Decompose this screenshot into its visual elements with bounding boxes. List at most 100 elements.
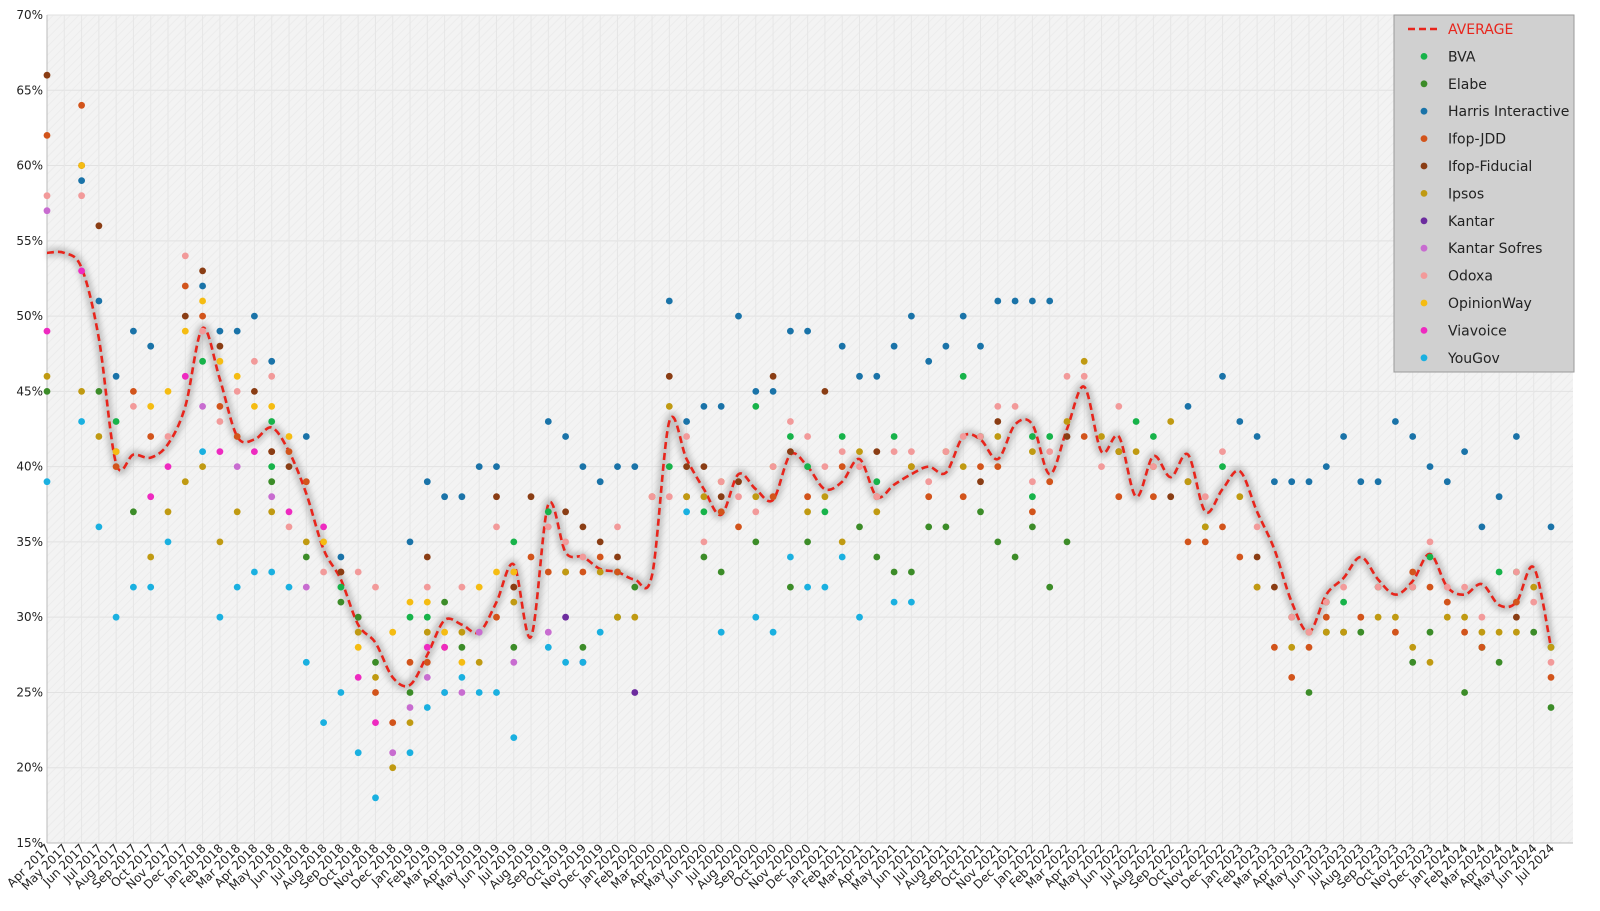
poll-point xyxy=(372,719,379,726)
poll-point xyxy=(1547,658,1555,666)
poll-point xyxy=(1409,658,1417,666)
poll-point xyxy=(735,312,742,320)
poll-point xyxy=(1271,478,1278,486)
poll-point xyxy=(1132,448,1140,455)
poll-point xyxy=(1011,297,1019,305)
poll-point xyxy=(43,478,51,486)
poll-point xyxy=(614,463,621,470)
poll-point xyxy=(1253,583,1261,591)
poll-point xyxy=(752,403,760,410)
poll-point xyxy=(510,734,518,741)
poll-points xyxy=(43,71,1555,802)
poll-point xyxy=(268,372,276,380)
y-tick-label: 35% xyxy=(16,535,43,549)
poll-point xyxy=(268,478,276,486)
poll-point xyxy=(1184,538,1192,546)
poll-point xyxy=(389,749,397,757)
poll-point xyxy=(302,658,310,666)
poll-point xyxy=(1288,643,1296,651)
poll-point xyxy=(475,628,483,636)
poll-point xyxy=(856,523,863,531)
poll-point xyxy=(1443,478,1451,486)
poll-point xyxy=(181,478,189,486)
poll-point xyxy=(562,658,569,666)
poll-point xyxy=(1322,613,1330,621)
poll-point xyxy=(631,463,639,470)
poll-point xyxy=(372,583,379,591)
poll-point xyxy=(717,568,725,576)
poll-point xyxy=(544,523,552,531)
poll-point xyxy=(1426,628,1434,636)
poll-point xyxy=(1426,463,1434,470)
poll-point xyxy=(1046,448,1054,455)
poll-point xyxy=(821,388,829,395)
poll-point xyxy=(199,403,207,410)
poll-point xyxy=(354,749,362,757)
poll-point xyxy=(838,448,846,455)
poll-point xyxy=(130,403,137,410)
poll-point xyxy=(752,538,760,546)
poll-point xyxy=(579,553,587,561)
poll-point xyxy=(959,463,967,470)
poll-point xyxy=(614,568,621,576)
poll-point xyxy=(787,553,794,561)
poll-point xyxy=(233,433,241,440)
legend-swatch xyxy=(1420,190,1428,197)
legend-label: Harris Interactive xyxy=(1448,104,1569,120)
poll-point xyxy=(1115,403,1123,410)
poll-point xyxy=(199,297,207,305)
legend-swatch xyxy=(1420,217,1428,225)
poll-point xyxy=(1392,613,1399,621)
poll-point xyxy=(147,553,155,561)
poll-point xyxy=(562,613,569,621)
poll-point xyxy=(251,357,258,365)
poll-point xyxy=(838,433,846,440)
poll-point xyxy=(821,508,829,516)
poll-point xyxy=(683,463,690,470)
y-tick-label: 30% xyxy=(16,610,43,624)
poll-point xyxy=(1322,628,1330,636)
poll-point xyxy=(579,463,587,470)
poll-point xyxy=(804,327,811,335)
poll-point xyxy=(856,372,863,380)
poll-point xyxy=(631,613,639,621)
poll-point xyxy=(527,493,535,501)
poll-point xyxy=(510,658,518,666)
poll-point xyxy=(769,388,777,395)
poll-point xyxy=(787,418,794,425)
poll-point xyxy=(1219,372,1226,380)
poll-point xyxy=(320,523,327,531)
poll-point xyxy=(493,568,500,576)
series-opinionway xyxy=(78,162,518,666)
poll-point xyxy=(959,372,967,380)
poll-point xyxy=(1115,493,1123,501)
poll-point xyxy=(510,643,518,651)
poll-point xyxy=(354,674,362,681)
poll-point xyxy=(233,508,241,516)
plot-area xyxy=(47,15,1573,843)
poll-point xyxy=(233,463,241,470)
poll-point xyxy=(838,553,846,561)
poll-point xyxy=(700,538,708,546)
poll-point xyxy=(1167,493,1175,501)
poll-point xyxy=(1305,689,1313,696)
poll-point xyxy=(1409,643,1417,651)
poll-point xyxy=(320,719,327,726)
y-tick-label: 60% xyxy=(16,159,43,173)
poll-point xyxy=(406,658,414,666)
poll-point xyxy=(1253,433,1261,440)
poll-point xyxy=(147,493,155,501)
poll-point xyxy=(441,643,448,651)
poll-point xyxy=(1288,613,1296,621)
poll-point xyxy=(977,478,984,486)
poll-point xyxy=(458,583,466,591)
poll-point xyxy=(1029,493,1036,501)
poll-point xyxy=(147,433,155,440)
poll-point xyxy=(302,583,310,591)
poll-point xyxy=(1150,463,1157,470)
poll-point xyxy=(233,388,241,395)
poll-point xyxy=(423,628,431,636)
poll-point xyxy=(752,508,760,516)
poll-point xyxy=(700,508,708,516)
poll-point xyxy=(908,312,915,320)
